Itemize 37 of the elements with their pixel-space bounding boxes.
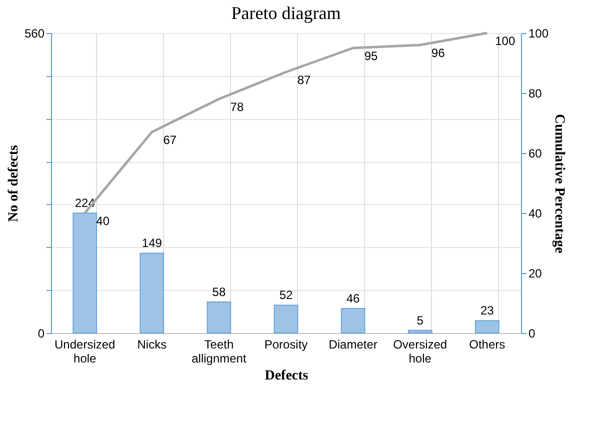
bar bbox=[274, 304, 298, 334]
data-label: 87 bbox=[297, 73, 311, 87]
x-tick-label: Oversized hole bbox=[393, 338, 448, 366]
y2-tick-label: 0 bbox=[528, 326, 536, 340]
y2-tick-label: 80 bbox=[528, 86, 542, 100]
y2-tick-label: 60 bbox=[528, 146, 542, 160]
data-label: 149 bbox=[142, 236, 162, 250]
chart-title: Pareto diagram bbox=[231, 3, 341, 23]
y2-axis-title: Cumulative Percentage bbox=[552, 114, 567, 254]
bar bbox=[408, 330, 432, 334]
data-label: 46 bbox=[346, 291, 360, 306]
bar bbox=[72, 212, 97, 334]
x-tick-label: Nicks bbox=[137, 338, 167, 352]
x-tick-label: Diameter bbox=[328, 338, 378, 352]
y-tick-label: 560 bbox=[24, 26, 45, 40]
bar bbox=[140, 252, 164, 334]
bar bbox=[475, 320, 500, 334]
data-label: 95 bbox=[364, 49, 378, 63]
y-axis-title: No of defects bbox=[6, 144, 22, 222]
x-tick-label: Teeth allignment bbox=[192, 338, 247, 366]
data-label: 100 bbox=[495, 34, 516, 48]
x-axis-title: Defects bbox=[264, 368, 309, 384]
data-label: 23 bbox=[480, 304, 494, 318]
x-tick-label: Others bbox=[469, 338, 506, 352]
data-label: 5 bbox=[416, 313, 424, 328]
y2-tick-label: 40 bbox=[528, 206, 542, 220]
data-label: 52 bbox=[279, 288, 293, 302]
x-tick-label: Porosity bbox=[264, 338, 308, 352]
y2-tick-label: 100 bbox=[528, 26, 549, 40]
data-label: 78 bbox=[230, 100, 244, 114]
bar bbox=[340, 308, 366, 334]
data-label: 96 bbox=[431, 46, 446, 60]
bar bbox=[206, 302, 232, 334]
y2-tick-label: 20 bbox=[528, 266, 542, 280]
data-label: 67 bbox=[163, 133, 177, 147]
data-label: 58 bbox=[212, 284, 226, 299]
x-tick-label: Undersized hole bbox=[54, 338, 116, 366]
